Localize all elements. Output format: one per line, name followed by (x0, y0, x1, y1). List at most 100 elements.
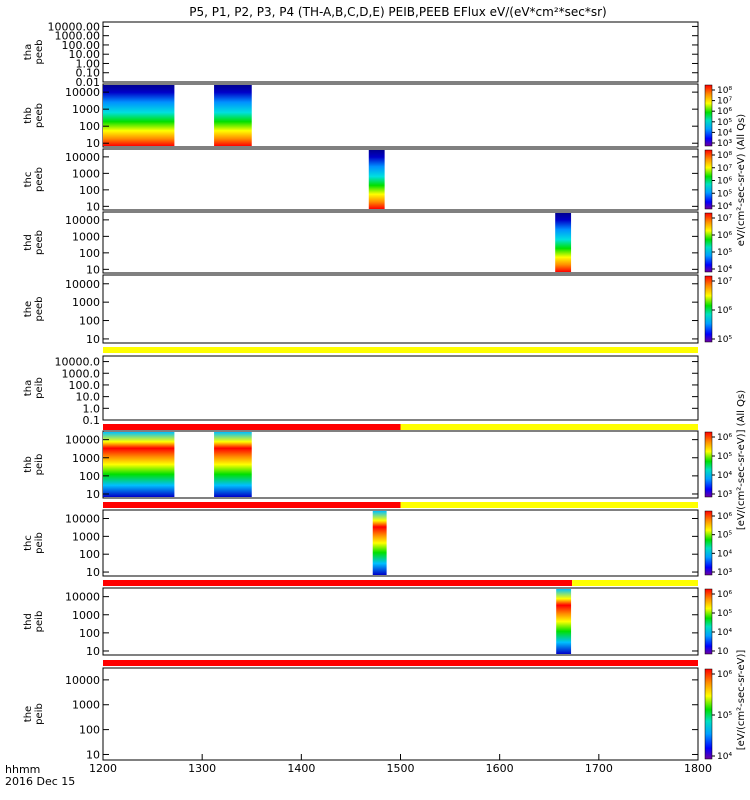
x-tick-label: 1700 (585, 762, 613, 775)
y-tick-label: 100 (79, 315, 100, 328)
y-tick-label: 10 (86, 137, 100, 150)
quality-flag-segment (103, 660, 698, 666)
panel-probe-label: thd (23, 613, 34, 630)
spectrogram-block (373, 511, 387, 575)
panel-the_peeb: 10000 1000 100 10 the peeb 10⁷ 10⁶ 10⁵ (23, 275, 732, 346)
spectrogram-block (556, 589, 571, 654)
y-tick-label: 100 (79, 120, 100, 133)
y-tick-label: 10000 (65, 591, 100, 604)
colorbar-tick-label: 10⁶ (717, 177, 732, 187)
quality-flag-segment (103, 347, 698, 353)
y-tick-label: 10000 (65, 278, 100, 291)
panel-instrument-label: peeb (34, 167, 45, 192)
colorbar (705, 511, 712, 575)
colorbar-tick-label: 10⁶ (717, 512, 732, 522)
y-tick-label: 100 (79, 627, 100, 640)
colorbar-tick-label: 10⁴ (717, 628, 732, 638)
panel-thc_peeb: 10000 1000 100 10 thc peeb 10⁸ 10⁷ 10⁶ 10⁵ 10⁴ (23, 149, 732, 213)
panel-probe-label: thc (23, 535, 34, 551)
colorbar (705, 213, 712, 272)
colorbar-title-1: eV/(cm²-sec-sr-eV) (All Qs) (736, 114, 747, 247)
colorbar-tick-label: 10⁴ (717, 128, 732, 138)
colorbar-tick-label: 10⁶ (717, 231, 732, 241)
colorbar-tick-label: 10⁵ (717, 531, 732, 541)
colorbar-tick-label: 10⁸ (717, 151, 732, 161)
x-tick-label: 1400 (287, 762, 315, 775)
colorbar-tick-label: 10⁸ (717, 86, 732, 96)
y-tick-label: 100 (79, 548, 100, 561)
colorbar (705, 85, 712, 146)
x-tick-label: 1300 (188, 762, 216, 775)
panel-instrument-label: peeb (34, 230, 45, 255)
y-tick-label: 10000 (65, 674, 100, 687)
colorbar-tick-label: 10³ (717, 139, 732, 149)
y-tick-label: 10 (86, 566, 100, 579)
colorbar-tick-label: 10⁵ (717, 189, 732, 199)
colorbar (705, 669, 712, 759)
quality-flag-segment (401, 424, 699, 430)
colorbar (705, 432, 712, 497)
colorbar-tick-label: 10⁶ (717, 670, 732, 680)
spectrogram-block (555, 213, 571, 272)
y-tick-label: 10 (86, 748, 100, 761)
spectrogram-block (103, 85, 174, 146)
y-tick-label: 10 (86, 200, 100, 213)
y-tick-label: 1000 (72, 167, 100, 180)
y-tick-label: 1000 (72, 609, 100, 622)
panel-instrument-label: peeb (34, 103, 45, 128)
panel-probe-label: the (23, 301, 34, 317)
panel-frame (103, 275, 698, 343)
quality-flag-segment (103, 424, 401, 430)
y-tick-label: 1000 (72, 103, 100, 116)
colorbar-tick-label: 10⁷ (717, 277, 732, 287)
panels-group: 10000.001000.00100.0010.001.000.100.01th… (23, 20, 732, 762)
colorbar-tick-label: 10⁵ (717, 118, 732, 128)
y-tick-label: 10000 (65, 86, 100, 99)
y-tick-label: 10000 (65, 434, 100, 447)
x-tick-label: 1500 (387, 762, 415, 775)
y-tick-label: 1000 (72, 230, 100, 243)
y-tick-label: 10 (86, 263, 100, 276)
colorbar-tick-label: 10⁴ (717, 202, 732, 212)
panel-instrument-label: peeb (34, 40, 45, 65)
colorbar-tick-label: 10⁴ (717, 752, 732, 762)
panel-tha_peib: 10000.01000.0100.010.01.00.1 tha peib (23, 356, 698, 427)
panel-instrument-label: peib (34, 532, 45, 554)
panel-frame (103, 356, 698, 420)
colorbar-tick-label: 10⁴ (717, 549, 732, 559)
panel-probe-label: thc (23, 172, 34, 188)
panel-instrument-label: peib (34, 454, 45, 476)
panel-thc_peib: 10000100010010thc peib10⁶10⁵10⁴10³ (23, 510, 732, 579)
y-tick-label: 1000 (72, 296, 100, 309)
panel-thd_peib: 10000 1000 100 10 thd peib 10⁶ 10⁵ 10⁴ 10⁳ (23, 588, 732, 658)
colorbar-tick-label: 10⁷ (717, 97, 732, 107)
panel-the_peib: 10000100010010the peib10⁶10⁵10⁴ (23, 668, 732, 762)
spectrogram-block (214, 85, 252, 146)
panel-thb_peib: 10000 1000 100 10 thb peib 10⁶ 10⁵ 10⁴ 10³ (23, 431, 732, 501)
colorbar (705, 150, 712, 209)
panel-frame (103, 588, 698, 655)
colorbar-title-3: [eV/(cm²-sec-sr-eV)] (736, 650, 747, 751)
colorbar-tick-label: 10⁴ (717, 265, 732, 275)
y-tick-label: 10 (86, 645, 100, 658)
y-tick-label: 1000 (72, 530, 100, 543)
colorbar-tick-label: 10⁷ (717, 214, 732, 224)
colorbar-tick-label: 10⁶ (717, 433, 732, 443)
x-tick-label: 1800 (684, 762, 712, 775)
panel-thd_peeb: 10000 1000 100 10 thd peeb 10⁷ 10⁶ 10⁵ 10⁴ (23, 212, 732, 276)
colorbar-title-2: [eV/(cm²-sec-sr-eV)] (All Qs) (736, 390, 747, 530)
colorbar-tick-label: 10⁵ (717, 452, 732, 462)
date-label: 2016 Dec 15 (5, 775, 75, 788)
panel-frame (103, 22, 698, 82)
colorbar-tick-label: 10⁳ (717, 647, 729, 657)
panel-frame (103, 668, 698, 760)
colorbar-tick-label: 10³ (717, 568, 732, 578)
y-tick-label: 10 (86, 488, 100, 501)
y-tick-label: 10 (86, 333, 100, 346)
quality-flag-segment (103, 580, 572, 586)
y-tick-label: 1000 (72, 699, 100, 712)
panel-instrument-label: peeb (34, 297, 45, 322)
y-tick-label: 100 (79, 470, 100, 483)
panel-frame (103, 510, 698, 576)
y-tick-label: 100 (79, 184, 100, 197)
